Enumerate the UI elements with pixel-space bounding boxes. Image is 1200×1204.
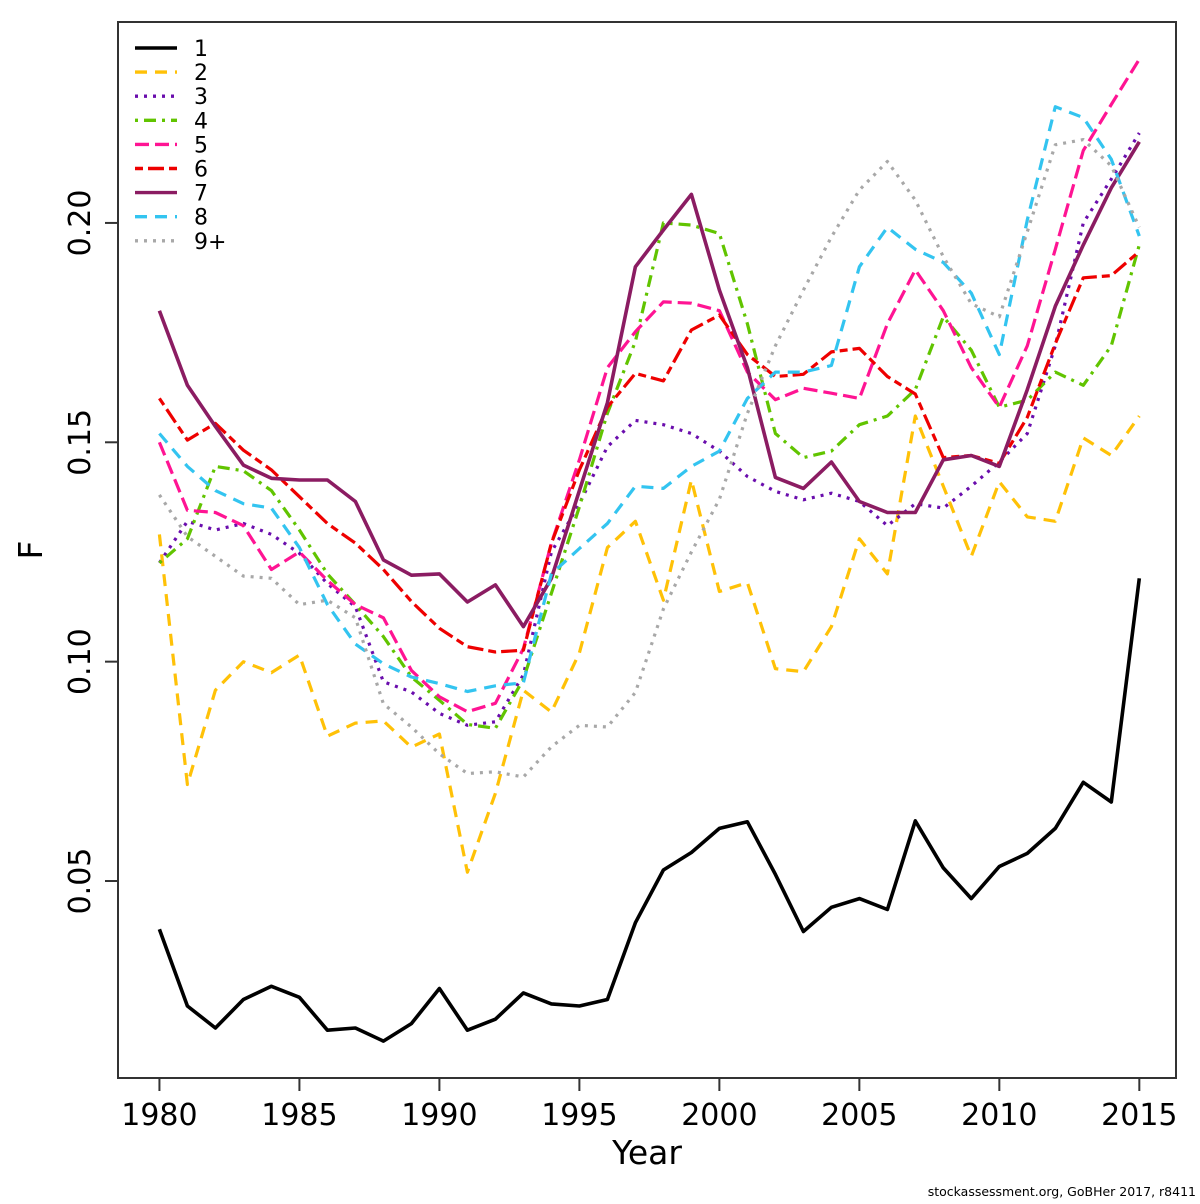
legend-label-7: 7 [194, 182, 208, 207]
y-tick-label: 0.05 [63, 848, 98, 915]
series-line-4 [158, 221, 1141, 730]
axes: 1980 1985 1990 1995 2000 2005 2010 2015 0.05 0.10… [63, 21, 1178, 1133]
legend-item-5: 5 [135, 133, 208, 158]
legend-label-1: 1 [194, 37, 208, 62]
attribution-text: stockassessment.org, GoBHer 2017, r8411 [928, 1184, 1196, 1199]
legend-label-6: 6 [194, 158, 208, 183]
x-axis-title: Year [611, 1133, 682, 1172]
x-tick-label: 2015 [1101, 1098, 1177, 1133]
y-tick-label: 0.10 [63, 628, 98, 695]
legend-label-2: 2 [194, 61, 208, 86]
series-line-1 [157, 578, 1142, 1043]
legend-item-3: 3 [135, 85, 208, 110]
y-tick-label: 0.15 [63, 409, 98, 476]
legend-item-1: 1 [135, 37, 208, 62]
legend-item-9+: 9+ [135, 230, 226, 255]
x-tick-label: 1980 [121, 1098, 197, 1133]
legend-item-6: 6 [135, 158, 208, 183]
legend-label-5: 5 [194, 133, 208, 158]
series-line-5 [157, 58, 1141, 714]
x-tick-label: 1990 [401, 1098, 477, 1133]
series-line-3 [158, 132, 1141, 727]
legend-item-7: 7 [135, 182, 208, 207]
x-tick-label: 1995 [541, 1098, 617, 1133]
x-tick-label: 2000 [681, 1098, 757, 1133]
legend-label-9+: 9+ [194, 230, 226, 255]
series-line-9+ [158, 138, 1141, 779]
legend-item-4: 4 [135, 109, 208, 134]
legend-label-4: 4 [194, 109, 208, 134]
legend-item-2: 2 [135, 61, 208, 86]
x-tick-label: 1985 [261, 1098, 337, 1133]
y-tick-label: 0.20 [63, 190, 98, 257]
series-line-8 [158, 105, 1141, 694]
plot-area [157, 58, 1142, 1043]
series-line-6 [158, 250, 1141, 654]
legend-label-8: 8 [194, 206, 208, 231]
x-tick-label: 2005 [821, 1098, 897, 1133]
x-tick-label: 2010 [961, 1098, 1037, 1133]
legend-label-3: 3 [194, 85, 208, 110]
legend-item-8: 8 [135, 206, 208, 231]
plot-box [117, 21, 1177, 1079]
series-line-2 [157, 414, 1141, 874]
series-line-7 [157, 140, 1141, 629]
y-axis-title: F [11, 541, 50, 560]
